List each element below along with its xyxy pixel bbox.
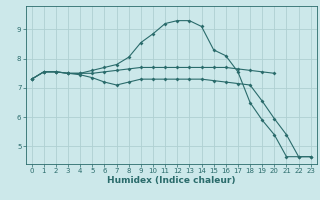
- X-axis label: Humidex (Indice chaleur): Humidex (Indice chaleur): [107, 176, 236, 185]
